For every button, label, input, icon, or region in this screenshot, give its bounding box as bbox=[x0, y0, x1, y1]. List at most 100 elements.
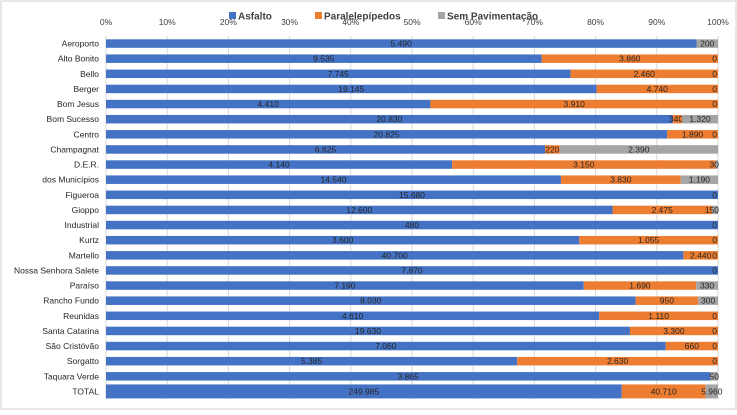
data-label: 480 bbox=[405, 220, 419, 230]
legend-label: Asfalto bbox=[238, 12, 272, 23]
x-tick-label: 100% bbox=[707, 17, 729, 27]
category-label: Taquara Verde bbox=[44, 371, 100, 381]
data-label: 15.680 bbox=[399, 190, 425, 200]
data-label: 3.830 bbox=[610, 175, 632, 185]
bar-segment bbox=[106, 326, 630, 336]
data-label: 300 bbox=[701, 296, 715, 306]
bar-segment bbox=[106, 341, 666, 351]
data-label: 19.630 bbox=[355, 326, 381, 336]
bar-segment bbox=[106, 296, 636, 305]
category-label: Rancho Fundo bbox=[43, 296, 99, 306]
bar-segment bbox=[599, 311, 718, 321]
bar-segment bbox=[705, 384, 718, 399]
bar-segment bbox=[680, 175, 718, 184]
data-label: 0 bbox=[712, 326, 717, 336]
bar-segment bbox=[430, 99, 718, 109]
data-label: 4.410 bbox=[258, 99, 280, 109]
data-label: 950 bbox=[660, 296, 674, 306]
data-label: 0 bbox=[712, 190, 717, 200]
bar-segment bbox=[106, 235, 580, 245]
category-label: Nossa Senhora Salete bbox=[14, 265, 99, 275]
category-label: Bom Jesus bbox=[57, 99, 99, 109]
data-label: 249.985 bbox=[348, 386, 379, 396]
bar-segment bbox=[672, 114, 683, 124]
data-label: 1.320 bbox=[689, 114, 711, 124]
bar-segment bbox=[106, 356, 518, 366]
data-label: 8.030 bbox=[360, 296, 382, 306]
bar-segment bbox=[106, 39, 697, 48]
category-label: Industrial bbox=[65, 220, 100, 230]
data-label: 5.960 bbox=[701, 386, 723, 396]
x-tick-label: 20% bbox=[220, 17, 237, 27]
data-label: 2.460 bbox=[634, 69, 656, 79]
bar-segment bbox=[106, 384, 622, 399]
bar-segment bbox=[106, 145, 546, 154]
bar-segment bbox=[106, 190, 718, 200]
category-label: Paraíso bbox=[70, 281, 100, 291]
data-label: 0 bbox=[712, 69, 717, 79]
data-label: 3.150 bbox=[573, 160, 595, 170]
bar-segment bbox=[106, 114, 673, 124]
bar-segment bbox=[665, 341, 718, 351]
x-tick-label: 30% bbox=[281, 17, 298, 27]
bar-segment bbox=[682, 114, 718, 124]
category-label: Sorgatto bbox=[67, 356, 99, 366]
category-label: Bom Sucesso bbox=[47, 114, 100, 124]
bar-segment bbox=[612, 205, 712, 215]
data-label: 0 bbox=[712, 220, 717, 230]
data-label: 7.745 bbox=[328, 69, 350, 79]
data-label: 3.865 bbox=[397, 371, 419, 381]
data-label: 1.690 bbox=[629, 281, 651, 291]
data-label: 5.490 bbox=[391, 39, 413, 49]
category-label: Champagnat bbox=[50, 144, 99, 154]
x-tick-label: 70% bbox=[526, 17, 543, 27]
category-label: Santa Catarina bbox=[42, 326, 99, 336]
category-label: Kurtz bbox=[79, 235, 99, 245]
data-label: 0 bbox=[712, 341, 717, 351]
bar-segment bbox=[715, 160, 718, 169]
data-label: 660 bbox=[685, 341, 699, 351]
data-label: 150 bbox=[705, 205, 719, 215]
data-label: 7.190 bbox=[334, 281, 356, 291]
data-label: 1.890 bbox=[682, 129, 704, 139]
bar-segment bbox=[570, 69, 718, 79]
bar-segment bbox=[698, 296, 718, 305]
category-label: Martello bbox=[69, 250, 100, 260]
data-label: 3.860 bbox=[619, 54, 641, 64]
bar-segment bbox=[711, 205, 718, 215]
data-label: 2.475 bbox=[652, 205, 674, 215]
category-label: Alto Bonito bbox=[58, 54, 99, 64]
data-label: 30 bbox=[710, 160, 720, 170]
data-label: 40.700 bbox=[382, 250, 408, 260]
data-label: 0 bbox=[712, 84, 717, 94]
x-tick-label: 40% bbox=[342, 17, 359, 27]
bar-segment bbox=[583, 281, 697, 290]
bar-segment bbox=[106, 99, 431, 109]
data-label: 19.145 bbox=[338, 84, 364, 94]
bar-segment bbox=[696, 39, 718, 48]
bar-segment bbox=[545, 145, 560, 154]
category-label: Figueroa bbox=[65, 190, 99, 200]
category-label: Bello bbox=[80, 69, 99, 79]
category-label: Aeroporto bbox=[62, 39, 100, 49]
data-label: 330 bbox=[700, 281, 714, 291]
data-label: 5.385 bbox=[301, 356, 323, 366]
bar-segment bbox=[517, 356, 718, 366]
bar-segment bbox=[106, 266, 718, 275]
data-label: 0 bbox=[712, 129, 717, 139]
data-label: 14.540 bbox=[320, 175, 346, 185]
data-label: 50 bbox=[710, 371, 720, 381]
bar-segment bbox=[579, 235, 718, 245]
data-label: 2.630 bbox=[607, 356, 629, 366]
bar-segment bbox=[541, 54, 718, 63]
bar-segment bbox=[106, 311, 600, 321]
data-label: 200 bbox=[700, 39, 714, 49]
data-label: 12.600 bbox=[346, 205, 372, 215]
data-label: 340 bbox=[669, 114, 683, 124]
bar-segment bbox=[106, 130, 668, 139]
data-label: 0 bbox=[712, 235, 717, 245]
bar-segment bbox=[696, 281, 718, 290]
x-tick-label: 0% bbox=[100, 17, 113, 27]
